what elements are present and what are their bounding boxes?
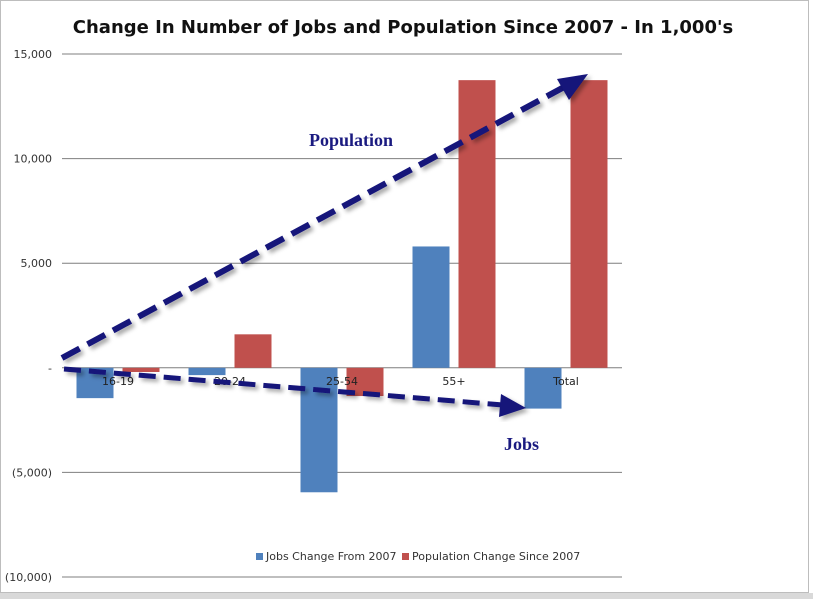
bars-layer xyxy=(76,80,608,493)
x-tick-label: Total xyxy=(552,375,579,388)
legend: Jobs Change From 2007 Population Change S… xyxy=(256,550,580,563)
bar-population-55+ xyxy=(458,80,496,368)
legend-swatch xyxy=(402,553,409,560)
bar-jobs-Total xyxy=(524,367,562,409)
grid-layer: 15,000 10,000 5,000 - (5,000) (10,000) xyxy=(5,48,622,584)
y-tick-label: 10,000 xyxy=(14,153,53,166)
x-tick-label: 25-54 xyxy=(326,375,358,388)
x-tick-label: 55+ xyxy=(442,375,465,388)
chart-title: Change In Number of Jobs and Population … xyxy=(73,17,733,38)
bar-population-Total xyxy=(570,80,608,368)
population-arrow-line xyxy=(60,83,568,361)
y-tick-label: 5,000 xyxy=(21,257,53,270)
bar-population-16-19 xyxy=(122,367,160,372)
bottom-edge xyxy=(0,593,813,599)
bar-jobs-55+ xyxy=(412,246,450,368)
jobs-arrow-head xyxy=(499,394,526,417)
jobs-annotation: Jobs xyxy=(504,434,539,454)
population-arrow-head xyxy=(557,74,588,100)
y-tick-label: 15,000 xyxy=(14,48,53,61)
population-annotation: Population xyxy=(309,130,393,150)
x-tick-label: 16-19 xyxy=(102,375,134,388)
bar-population-20-24 xyxy=(234,334,272,368)
legend-swatch xyxy=(256,553,263,560)
y-tick-label: (5,000) xyxy=(12,466,52,479)
legend-label: Population Change Since 2007 xyxy=(412,550,580,563)
legend-label: Jobs Change From 2007 xyxy=(265,550,397,563)
y-tick-label: (10,000) xyxy=(5,571,52,584)
y-tick-label: - xyxy=(48,362,52,375)
bar-jobs-20-24 xyxy=(188,367,226,376)
annotations: Population Jobs xyxy=(60,74,588,454)
